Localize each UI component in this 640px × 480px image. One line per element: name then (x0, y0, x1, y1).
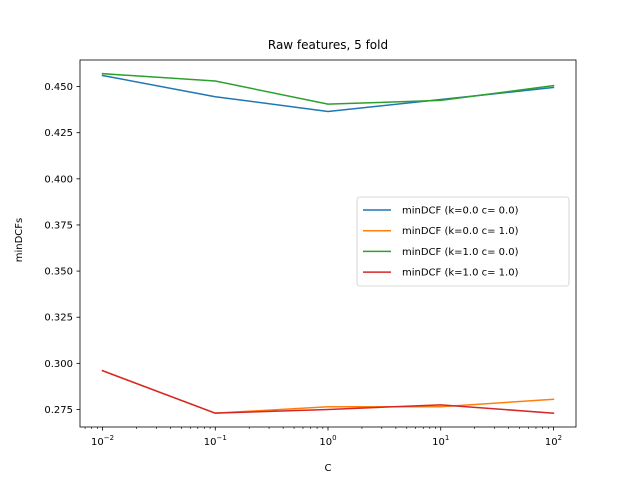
series-line-3 (101, 72, 555, 105)
x-tick-label: 102 (545, 434, 562, 448)
legend-label-2: minDCF (k=0.0 c= 1.0) (402, 226, 519, 237)
y-tick-label: 0.275 (44, 405, 73, 416)
y-tick-label: 0.425 (44, 128, 73, 139)
legend: minDCF (k=0.0 c= 0.0) minDCF (k=0.0 c= 1.… (356, 196, 570, 287)
x-tick-label: 10−2 (91, 434, 114, 448)
y-tick-label: 0.450 (44, 82, 73, 93)
legend-label-3: minDCF (k=1.0 c= 0.0) (402, 247, 519, 258)
y-tick-label: 0.300 (44, 359, 73, 370)
y-tick-label: 0.350 (44, 267, 73, 278)
x-axis: 10−2 10−1 100 101 102 (84, 427, 562, 448)
y-tick-label: 0.400 (44, 174, 73, 185)
y-tick-label: 0.325 (44, 313, 73, 324)
series-line-4 (101, 369, 555, 414)
chart-title: Raw features, 5 fold (268, 38, 388, 52)
y-axis: 0.275 0.300 0.325 0.350 0.375 0.400 0.425 0.450 (44, 82, 80, 416)
x-tick-label: 101 (432, 434, 449, 448)
plot-area (79, 59, 577, 428)
legend-label-4: minDCF (k=1.0 c= 1.0) (402, 268, 519, 279)
legend-frame (356, 196, 570, 287)
x-tick-label: 10−1 (204, 434, 227, 448)
y-axis-label: minDCFs (14, 218, 25, 263)
x-axis-label: C (325, 463, 332, 474)
y-tick-label: 0.375 (44, 220, 73, 231)
legend-label-1: minDCF (k=0.0 c= 0.0) (402, 206, 519, 217)
x-tick-label: 100 (319, 434, 336, 448)
